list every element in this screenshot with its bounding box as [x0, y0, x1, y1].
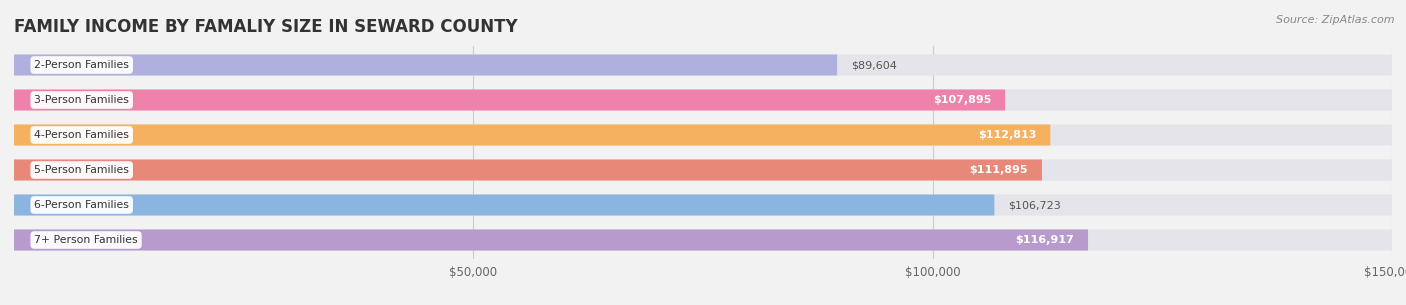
- Text: $106,723: $106,723: [1008, 200, 1062, 210]
- Text: FAMILY INCOME BY FAMALIY SIZE IN SEWARD COUNTY: FAMILY INCOME BY FAMALIY SIZE IN SEWARD …: [14, 18, 517, 36]
- FancyBboxPatch shape: [14, 55, 837, 76]
- FancyBboxPatch shape: [14, 229, 1088, 250]
- Text: 2-Person Families: 2-Person Families: [34, 60, 129, 70]
- Text: $107,895: $107,895: [934, 95, 991, 105]
- Text: 6-Person Families: 6-Person Families: [34, 200, 129, 210]
- FancyBboxPatch shape: [14, 124, 1050, 145]
- FancyBboxPatch shape: [14, 229, 1392, 250]
- Text: $111,895: $111,895: [970, 165, 1028, 175]
- Text: 7+ Person Families: 7+ Person Families: [34, 235, 138, 245]
- FancyBboxPatch shape: [14, 124, 1392, 145]
- Text: 4-Person Families: 4-Person Families: [34, 130, 129, 140]
- FancyBboxPatch shape: [14, 160, 1042, 181]
- FancyBboxPatch shape: [14, 89, 1005, 110]
- FancyBboxPatch shape: [14, 160, 1392, 181]
- Text: $89,604: $89,604: [851, 60, 897, 70]
- Text: $116,917: $116,917: [1015, 235, 1074, 245]
- FancyBboxPatch shape: [14, 89, 1392, 110]
- Text: 3-Person Families: 3-Person Families: [34, 95, 129, 105]
- FancyBboxPatch shape: [14, 195, 994, 216]
- FancyBboxPatch shape: [14, 55, 1392, 76]
- Text: 5-Person Families: 5-Person Families: [34, 165, 129, 175]
- FancyBboxPatch shape: [14, 195, 1392, 216]
- Text: $112,813: $112,813: [979, 130, 1036, 140]
- Text: Source: ZipAtlas.com: Source: ZipAtlas.com: [1277, 15, 1395, 25]
